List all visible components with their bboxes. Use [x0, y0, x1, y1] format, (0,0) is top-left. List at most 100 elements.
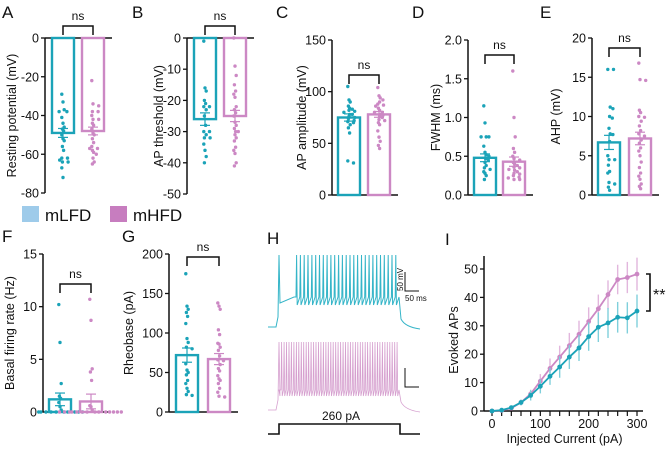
data-point-mhfd: [634, 271, 640, 277]
significance-label: **: [653, 287, 665, 304]
data-point-mlfd: [595, 324, 601, 330]
data-point-mlfd: [184, 373, 189, 377]
data-point-mlfd: [185, 378, 190, 383]
data-point-mhfd: [218, 307, 222, 311]
y-tick-label: -30: [163, 125, 181, 139]
data-point-mlfd: [202, 161, 207, 165]
y-axis-label: Basal firing rate (Hz): [3, 276, 17, 390]
legend-label-mhfd: mHFD: [133, 206, 182, 225]
data-point-mlfd: [65, 109, 69, 114]
data-point-mlfd: [499, 407, 505, 413]
data-point-mhfd: [638, 187, 643, 191]
series-line-mhfd: [491, 273, 638, 412]
data-point-mlfd: [60, 92, 64, 96]
data-point-mlfd: [204, 154, 208, 159]
panel-h: H 50 mV 50 ms 260 pA: [267, 229, 427, 435]
data-point-mhfd: [383, 118, 387, 123]
data-point-mhfd: [232, 83, 237, 87]
y-tick-label: 1.0: [445, 111, 462, 125]
data-point-mlfd: [346, 126, 351, 130]
y-tick-label: 200: [142, 248, 163, 262]
data-point-mhfd: [512, 177, 516, 182]
y-axis-label: AHP (mV): [549, 88, 563, 144]
data-point-mlfd: [204, 108, 208, 112]
data-point-mlfd: [610, 116, 614, 120]
y-tick-label: 15: [572, 71, 586, 85]
data-point-mlfd: [615, 314, 621, 320]
data-point-mhfd: [232, 164, 237, 168]
data-point-mlfd: [607, 114, 612, 119]
data-point-mhfd: [216, 328, 221, 332]
significance-label: ns: [197, 240, 210, 254]
data-point-mlfd: [184, 381, 188, 386]
significance-bracket: [186, 256, 220, 266]
data-point-mhfd: [512, 115, 516, 120]
y-axis-label: AP threshold (mV): [152, 65, 166, 167]
x-tick-label: 100: [530, 417, 551, 431]
data-point-mhfd: [95, 146, 100, 151]
data-point-mhfd: [234, 161, 238, 165]
significance-label: ns: [493, 38, 506, 52]
data-point-mhfd: [90, 109, 95, 114]
data-point-mlfd: [606, 163, 611, 167]
data-point-mhfd: [217, 342, 221, 346]
data-point-mhfd: [97, 104, 101, 108]
data-point-mlfd: [566, 354, 572, 360]
data-point-mlfd: [586, 334, 592, 339]
data-point-mhfd: [506, 176, 510, 180]
data-point-mlfd: [482, 144, 486, 148]
data-point-mlfd: [202, 98, 207, 103]
data-point-mhfd: [218, 345, 222, 349]
bar-mhfd: [222, 36, 248, 118]
panel-letter-b: B: [132, 3, 143, 22]
data-point-mhfd: [234, 136, 238, 140]
y-tick-label: 20: [464, 348, 478, 362]
data-point-mlfd: [54, 410, 58, 414]
data-point-mlfd: [613, 182, 617, 186]
panel-b: B 0 -10 -20 -30 -40 -50 AP threshold (mV) ns: [132, 3, 254, 202]
y-axis-label: AP amplitude (mV): [295, 65, 309, 170]
data-point-mlfd: [607, 126, 611, 130]
data-point-mhfd: [376, 143, 381, 148]
y-tick-label: 0: [156, 406, 163, 420]
data-point-mhfd: [221, 358, 226, 363]
data-point-mhfd: [91, 102, 95, 106]
data-point-mlfd: [353, 109, 357, 114]
data-point-mlfd: [606, 67, 610, 72]
data-point-mlfd: [184, 321, 188, 326]
y-tick-label: 0: [471, 405, 478, 419]
legend-swatch-mhfd: [110, 206, 127, 222]
trace-mlfd: [268, 254, 421, 330]
data-point-mhfd: [115, 410, 120, 414]
panel-letter-d: D: [412, 3, 424, 22]
data-point-mlfd: [60, 115, 64, 120]
data-point-mlfd: [611, 106, 615, 111]
panel-g: G 0 50 100 150 200 Rheobase (pA) ns: [122, 227, 238, 420]
data-point-mlfd: [484, 135, 488, 139]
data-point-mhfd: [624, 275, 630, 280]
data-point-mhfd: [233, 95, 237, 99]
data-point-mhfd: [216, 390, 220, 394]
data-point-mhfd: [637, 124, 642, 128]
data-point-mlfd: [66, 160, 70, 164]
data-point-mhfd: [377, 135, 381, 139]
y-tick-label: -40: [21, 109, 39, 123]
data-point-mhfd: [637, 149, 641, 153]
data-point-mlfd: [348, 100, 352, 104]
data-point-mlfd: [611, 67, 616, 72]
y-tick-label: 50: [312, 137, 326, 151]
data-point-mhfd: [518, 172, 522, 176]
data-point-mhfd: [378, 139, 382, 143]
y-tick-label: 5: [30, 353, 37, 367]
data-point-mhfd: [89, 378, 94, 383]
data-point-mlfd: [528, 392, 534, 398]
data-point-mlfd: [608, 132, 612, 136]
data-point-mhfd: [638, 177, 642, 181]
significance-bracket: [59, 283, 92, 293]
data-point-mhfd: [97, 410, 101, 414]
scalebar-top: 50 mV 50 ms: [396, 267, 427, 303]
data-point-mhfd: [232, 139, 237, 143]
data-point-mlfd: [202, 39, 206, 43]
data-point-mlfd: [58, 340, 62, 345]
